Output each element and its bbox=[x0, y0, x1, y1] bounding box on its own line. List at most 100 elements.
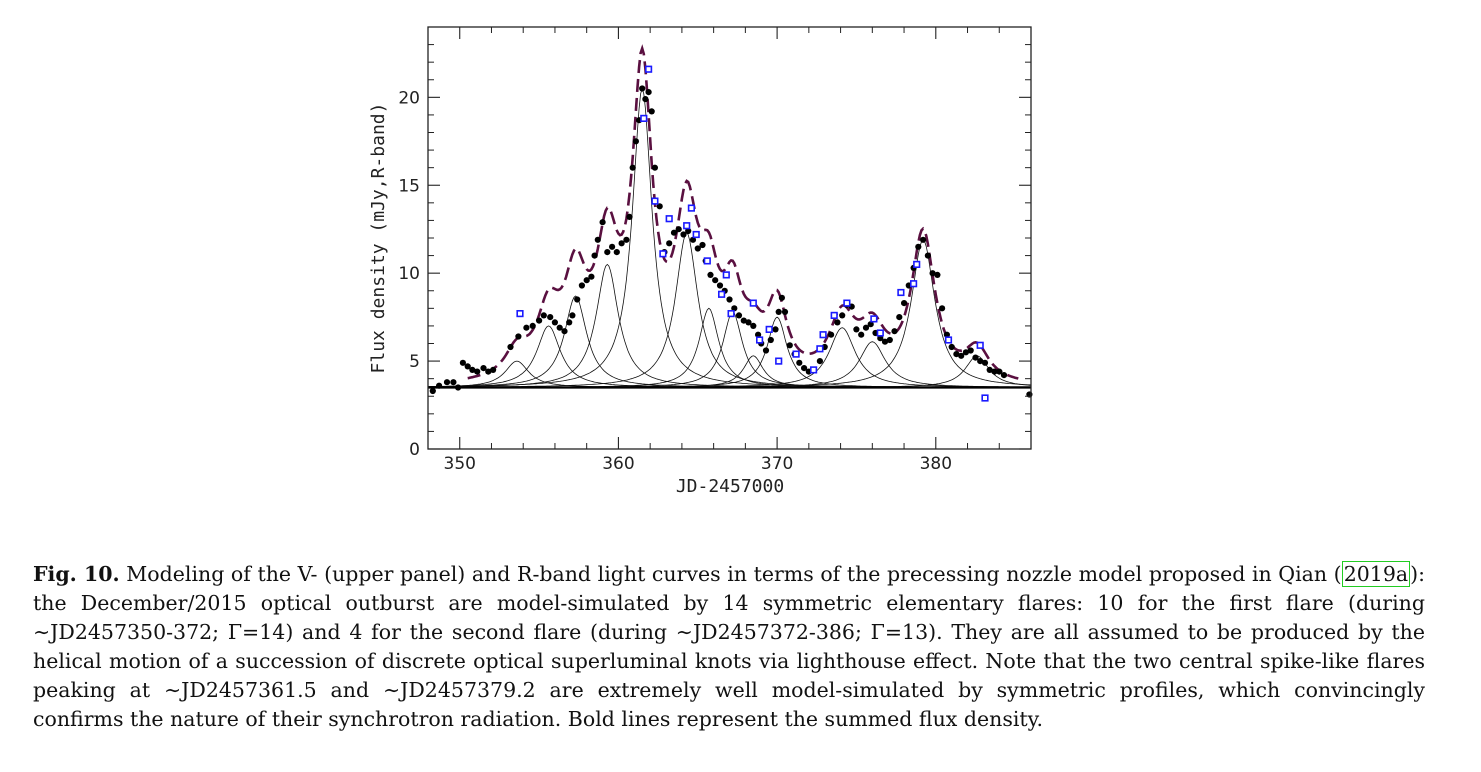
data-point-square-18 bbox=[792, 350, 800, 358]
data-point-filled-73 bbox=[778, 294, 786, 301]
figure-label: Fig. 10. bbox=[33, 562, 120, 586]
data-point-filled-66 bbox=[750, 322, 757, 329]
data-point-square-22 bbox=[830, 311, 838, 320]
data-point-filled-112 bbox=[967, 347, 974, 354]
data-point-filled-45 bbox=[651, 164, 659, 171]
data-point-filled-13 bbox=[507, 343, 514, 351]
data-point-filled-57 bbox=[707, 271, 714, 278]
data-point-filled-94 bbox=[881, 338, 889, 345]
data-point-filled-30 bbox=[594, 236, 601, 243]
data-point-filled-12 bbox=[490, 366, 497, 373]
data-point-filled-116 bbox=[986, 366, 993, 373]
data-point-square-30 bbox=[976, 341, 984, 349]
data-point-filled-61 bbox=[726, 296, 733, 303]
data-point-filled-90 bbox=[862, 324, 870, 331]
data-point-filled-20 bbox=[551, 319, 559, 326]
data-point-square-5 bbox=[659, 250, 667, 258]
data-point-square-7 bbox=[683, 222, 691, 230]
data-point-square-6 bbox=[665, 215, 673, 223]
summed-model-curve bbox=[467, 44, 1019, 380]
data-point-filled-23 bbox=[566, 319, 573, 326]
data-point-filled-83 bbox=[828, 331, 835, 338]
data-point-square-4 bbox=[651, 197, 659, 205]
data-point-filled-27 bbox=[583, 277, 590, 284]
data-point-square-31 bbox=[981, 394, 989, 402]
x-tick-label-360: 360 bbox=[602, 454, 634, 474]
data-point-filled-53 bbox=[689, 236, 697, 243]
data-point-filled-19 bbox=[547, 314, 554, 321]
figure-caption: Fig. 10. Modeling of the V- (upper panel… bbox=[33, 560, 1425, 734]
data-point-filled-48 bbox=[666, 240, 673, 247]
data-point-filled-105 bbox=[934, 271, 941, 278]
data-point-filled-5 bbox=[455, 384, 462, 391]
data-point-square-28 bbox=[913, 260, 921, 269]
data-point-filled-15 bbox=[523, 324, 530, 331]
data-point-filled-64 bbox=[740, 317, 747, 324]
data-point-filled-69 bbox=[762, 347, 770, 354]
data-point-square-10 bbox=[703, 257, 711, 265]
data-point-filled-26 bbox=[578, 282, 586, 289]
caption-text-2: ): the December/2015 optical outburst ar… bbox=[33, 562, 1425, 731]
data-point-filled-111 bbox=[962, 349, 970, 356]
data-point-filled-16 bbox=[529, 322, 536, 329]
data-point-filled-78 bbox=[801, 365, 808, 372]
y-tick-label-0: 0 bbox=[409, 440, 420, 460]
data-point-filled-25 bbox=[574, 296, 581, 303]
data-point-filled-63 bbox=[735, 312, 743, 319]
data-point-filled-28 bbox=[588, 273, 595, 280]
caption-text-1: Modeling of the V- (upper panel) and R-b… bbox=[119, 562, 1342, 586]
data-point-filled-41 bbox=[639, 85, 646, 92]
data-point-filled-93 bbox=[877, 335, 884, 342]
data-point-filled-114 bbox=[977, 358, 984, 365]
data-point-filled-37 bbox=[626, 213, 633, 220]
data-point-square-26 bbox=[897, 288, 905, 297]
data-point-square-20 bbox=[816, 345, 824, 353]
data-point-square-27 bbox=[909, 280, 918, 288]
x-tick-label-380: 380 bbox=[920, 454, 952, 474]
y-tick-label-5: 5 bbox=[409, 352, 420, 372]
data-point-filled-51 bbox=[680, 231, 687, 238]
data-point-filled-52 bbox=[685, 227, 692, 235]
data-point-filled-6 bbox=[459, 359, 466, 366]
data-point-filled-38 bbox=[629, 164, 636, 171]
light-curve-chart: 350 360 370 380 0 5 10 15 20 JD-2457000 Flux den… bbox=[368, 26, 1033, 497]
data-point-filled-36 bbox=[623, 236, 630, 243]
data-point-filled-84 bbox=[834, 319, 841, 326]
y-axis-label: Flux density (mJy,R-band) bbox=[368, 103, 389, 374]
data-point-filled-89 bbox=[858, 331, 865, 338]
data-point-filled-18 bbox=[540, 312, 547, 319]
y-tick-label-20: 20 bbox=[398, 88, 420, 108]
flare-profile-4 bbox=[428, 263, 1031, 388]
data-point-filled-9 bbox=[474, 368, 481, 375]
data-point-filled-77 bbox=[796, 359, 803, 366]
data-point-filled-71 bbox=[772, 326, 779, 333]
data-point-square-15 bbox=[755, 336, 764, 344]
y-tick-label-10: 10 bbox=[398, 264, 420, 284]
data-point-filled-35 bbox=[618, 240, 625, 247]
data-point-filled-88 bbox=[853, 326, 860, 333]
data-point-filled-110 bbox=[958, 352, 965, 359]
data-point-filled-21 bbox=[556, 324, 563, 331]
data-point-filled-102 bbox=[920, 236, 927, 243]
y-tick-label-15: 15 bbox=[398, 176, 420, 196]
data-point-square-11 bbox=[722, 271, 730, 279]
data-point-filled-34 bbox=[613, 249, 620, 256]
data-point-filled-49 bbox=[670, 229, 678, 236]
citation-link[interactable]: 2019a bbox=[1341, 561, 1411, 587]
data-point-square-14 bbox=[749, 299, 757, 307]
data-point-filled-2 bbox=[436, 382, 443, 389]
data-point-filled-46 bbox=[656, 203, 663, 210]
data-point-filled-62 bbox=[731, 305, 738, 312]
data-point-filled-108 bbox=[948, 343, 955, 351]
data-point-filled-1 bbox=[429, 387, 436, 395]
data-point-filled-95 bbox=[886, 336, 893, 344]
data-point-square-29 bbox=[944, 336, 953, 344]
data-point-filled-24 bbox=[569, 312, 576, 319]
data-point-square-24 bbox=[870, 315, 878, 323]
data-point-filled-85 bbox=[839, 312, 846, 319]
data-point-filled-65 bbox=[745, 319, 752, 326]
data-point-filled-8 bbox=[469, 366, 476, 373]
data-point-filled-81 bbox=[816, 358, 824, 365]
data-point-filled-14 bbox=[515, 333, 522, 340]
data-point-filled-43 bbox=[645, 89, 652, 96]
